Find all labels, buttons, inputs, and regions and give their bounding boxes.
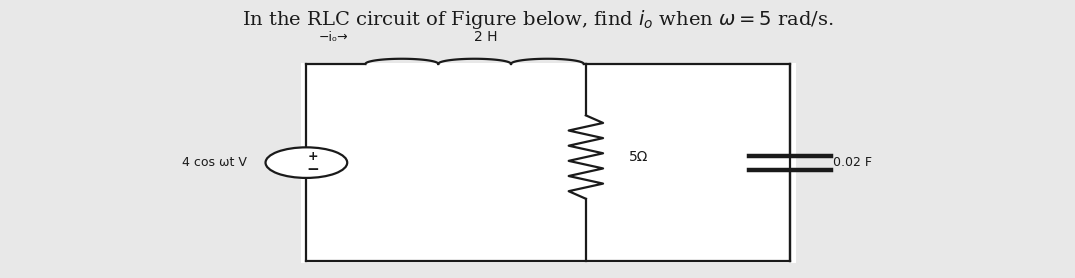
Text: +: + [307, 150, 318, 163]
Text: 0.02 F: 0.02 F [833, 156, 872, 169]
Text: 4 cos ωt V: 4 cos ωt V [183, 156, 247, 169]
Bar [301, 63, 796, 263]
Text: 5Ω: 5Ω [629, 150, 648, 164]
Text: −iₒ→: −iₒ→ [318, 31, 348, 44]
Ellipse shape [266, 147, 347, 178]
Text: −: − [306, 162, 319, 177]
Text: 2 H: 2 H [474, 31, 497, 44]
Text: In the RLC circuit of Figure below, find $i_o$ when $\omega = 5$ rad/s.: In the RLC circuit of Figure below, find… [242, 8, 833, 31]
